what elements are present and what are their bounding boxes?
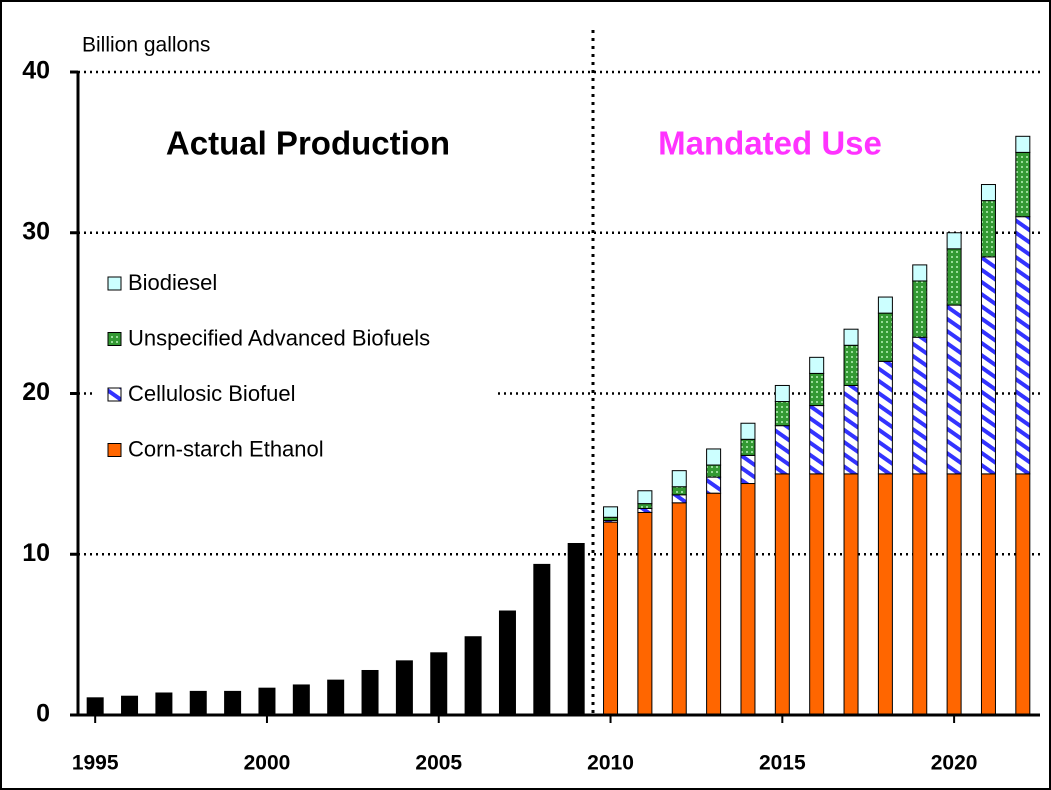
legend-label: Cellulosic Biofuel — [128, 381, 296, 406]
y-tick-label: 30 — [22, 217, 50, 245]
legend-label: Unspecified Advanced Biofuels — [128, 325, 430, 350]
bar-segment — [292, 684, 310, 715]
bar-segment — [189, 690, 207, 715]
x-tick-label: 2020 — [931, 752, 978, 775]
bar-segment — [86, 697, 104, 715]
bar-segment — [877, 296, 893, 314]
bar-segment — [395, 660, 413, 715]
bar-segment — [980, 200, 996, 258]
bar-segment — [809, 356, 825, 374]
bar-segment — [361, 669, 379, 715]
bar-segment — [706, 492, 722, 716]
bar-segment — [637, 511, 653, 716]
bar-segment — [740, 454, 756, 485]
x-tick-label: 1995 — [72, 752, 119, 775]
y-axis-label: Billion gallons — [82, 34, 210, 57]
bar-segment — [1015, 216, 1031, 475]
bar-segment — [533, 563, 551, 715]
x-tick-label: 2005 — [415, 752, 462, 775]
bar-segment — [843, 328, 859, 346]
bar-segment — [740, 483, 756, 716]
bar-segment — [464, 636, 482, 715]
bar-segment — [912, 280, 928, 338]
bar-segment — [671, 470, 687, 488]
legend-bg — [95, 265, 495, 465]
bar-segment — [774, 425, 790, 475]
bar-segment — [912, 336, 928, 475]
bar-segment — [740, 422, 756, 440]
bar-segment — [498, 610, 516, 715]
bar-segment — [121, 695, 139, 715]
bar-segment — [1015, 151, 1031, 218]
bar-segment — [637, 507, 653, 513]
bar-segment — [671, 502, 687, 716]
bar-segment — [843, 384, 859, 475]
bar-segment — [980, 184, 996, 202]
bar-segment — [877, 312, 893, 362]
bar-segment — [603, 506, 619, 518]
annotation: Actual Production — [166, 125, 450, 162]
bar-segment — [706, 448, 722, 466]
legend-swatch — [107, 443, 122, 457]
bar-segment — [706, 464, 722, 478]
bar-segment — [843, 473, 859, 716]
bar-segment — [706, 476, 722, 494]
bar-segment — [637, 503, 653, 509]
legend-label: Corn-starch Ethanol — [128, 436, 324, 461]
bar-segment — [603, 521, 619, 716]
y-tick-label: 0 — [36, 700, 50, 728]
annotation: Mandated Use — [658, 125, 882, 162]
bar-segment — [671, 494, 687, 504]
bar-segment — [946, 473, 962, 716]
bar-segment — [946, 232, 962, 250]
bar-segment — [843, 344, 859, 386]
y-tick-label: 40 — [22, 57, 50, 85]
bar-segment — [224, 690, 242, 715]
bar-segment — [946, 304, 962, 475]
legend-swatch — [107, 387, 122, 402]
x-tick-label: 2010 — [587, 752, 634, 775]
bar-segment — [809, 372, 825, 407]
y-tick-label: 20 — [22, 378, 50, 406]
bar-segment — [809, 473, 825, 716]
bar-segment — [946, 248, 962, 306]
bar-segment — [980, 473, 996, 716]
bar-segment — [155, 692, 173, 715]
x-tick-label: 2000 — [244, 752, 291, 775]
y-tick-label: 10 — [22, 539, 50, 567]
bar-segment — [1015, 473, 1031, 716]
bar-segment — [809, 405, 825, 475]
bar-segment — [740, 438, 756, 456]
bar-segment — [671, 486, 687, 496]
bar-segment — [774, 473, 790, 716]
bar-segment — [327, 679, 345, 715]
bar-segment — [774, 384, 790, 403]
bar-segment — [1015, 135, 1031, 153]
bar-segment — [774, 401, 790, 427]
bar-segment — [912, 264, 928, 282]
bar-segment — [877, 360, 893, 475]
bar-segment — [877, 473, 893, 716]
bar-segment — [980, 256, 996, 475]
legend-label: Biodiesel — [128, 270, 217, 295]
bar-segment — [637, 490, 653, 505]
bar-segment — [567, 542, 585, 715]
legend-swatch — [107, 332, 122, 346]
bar-segment — [430, 652, 448, 715]
bar-segment — [258, 687, 276, 715]
x-tick-label: 2015 — [759, 752, 806, 775]
bar-segment — [912, 473, 928, 716]
legend-swatch — [107, 276, 122, 291]
